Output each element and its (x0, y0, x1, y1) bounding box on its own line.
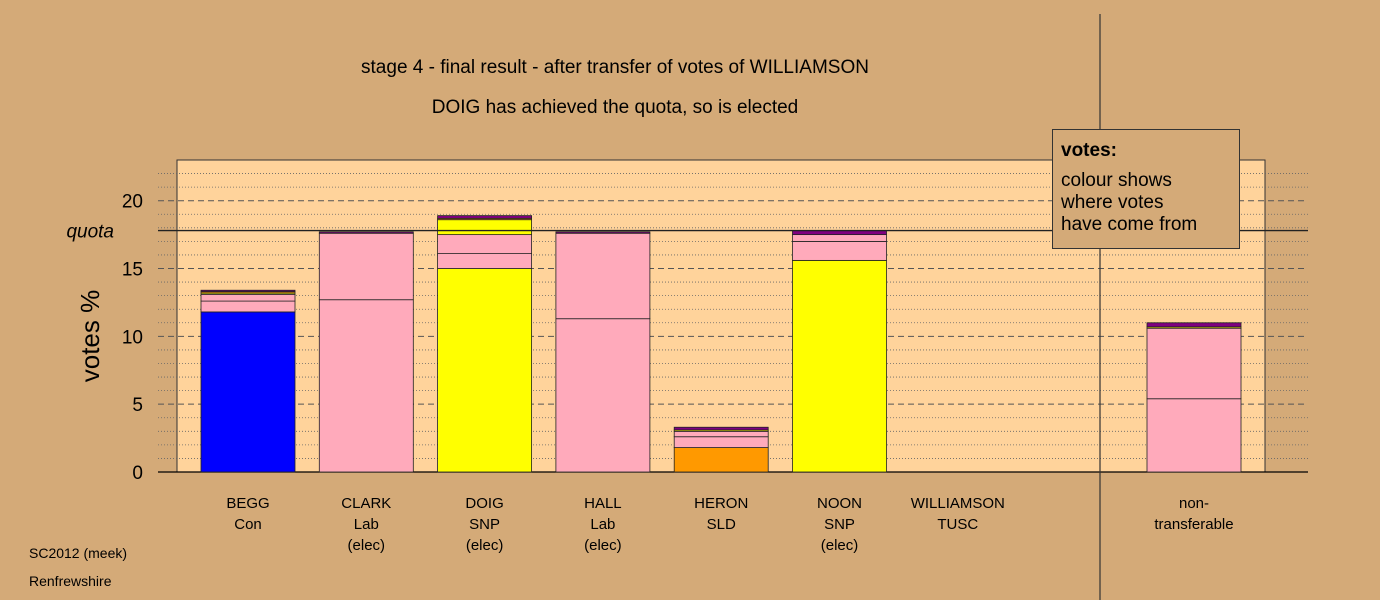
y-tick-label: 5 (132, 395, 143, 416)
bar-segment (200, 311, 296, 473)
bar-segment (792, 240, 887, 261)
bar-segment (792, 259, 887, 473)
bar-segment (673, 430, 769, 438)
bar-segment (200, 300, 296, 313)
x-category-label: transferable (1154, 516, 1233, 533)
x-category-label: (elec) (466, 537, 504, 554)
y-axis-label: votes % (75, 290, 105, 383)
bar-segment (555, 231, 651, 234)
legend-line-3: have come from (1061, 214, 1198, 235)
x-category-label: SLD (707, 516, 736, 533)
bar-segment (318, 231, 414, 234)
y-tick-label: 20 (122, 192, 143, 213)
bar-segment (673, 426, 769, 431)
legend-title: votes: (1061, 140, 1117, 161)
x-category-label: CLARK (341, 495, 391, 512)
bar-segment (200, 289, 296, 292)
bar-segment (437, 215, 533, 219)
bar-segment (437, 253, 533, 269)
x-category-label: Lab (590, 516, 615, 533)
x-category-label: HERON (694, 495, 748, 512)
x-category-label: Con (234, 516, 262, 533)
x-category-label: SNP (824, 516, 855, 533)
y-tick-label: 0 (132, 463, 143, 484)
footer-method: SC2012 (meek) (29, 545, 128, 561)
bar-segment (673, 436, 769, 448)
x-category-label: WILLIAMSON (911, 495, 1005, 512)
legend-line-2: where votes (1061, 192, 1164, 213)
x-category-label: TUSC (937, 516, 978, 533)
quota-label: quota (66, 222, 114, 243)
bar-segment (318, 232, 414, 301)
x-category-label: HALL (584, 495, 622, 512)
legend-line-1: colour shows (1061, 170, 1172, 191)
bar-segment (673, 447, 769, 473)
bar-segment (1146, 322, 1242, 328)
bar-segment (318, 299, 414, 473)
bar-segment (437, 268, 533, 473)
bar-segment (555, 318, 651, 473)
y-tick-label: 10 (122, 327, 143, 348)
x-category-label: NOON (817, 495, 862, 512)
chart-subtitle: DOIG has achieved the quota, so is elect… (432, 97, 799, 118)
bar-segment (437, 219, 533, 236)
bar-segment (1146, 398, 1242, 473)
x-category-label: non- (1179, 495, 1209, 512)
x-category-label: (elec) (821, 537, 859, 554)
bar-segment (792, 234, 887, 242)
bar-segment (437, 234, 533, 254)
bar-segment (555, 232, 651, 320)
x-category-label: (elec) (584, 537, 622, 554)
bar-segment (200, 293, 296, 302)
footer-council: Renfrewshire (29, 573, 112, 589)
legend-box: votes: colour shows where votes have com… (1052, 129, 1240, 249)
y-tick-label: 15 (122, 260, 143, 281)
x-category-label: Lab (354, 516, 379, 533)
x-category-label: DOIG (465, 495, 503, 512)
bar-segment (1146, 327, 1242, 400)
x-category-label: BEGG (226, 495, 269, 512)
x-category-label: (elec) (348, 537, 386, 554)
x-category-label: SNP (469, 516, 500, 533)
chart-title: stage 4 - final result - after transfer … (361, 57, 869, 78)
